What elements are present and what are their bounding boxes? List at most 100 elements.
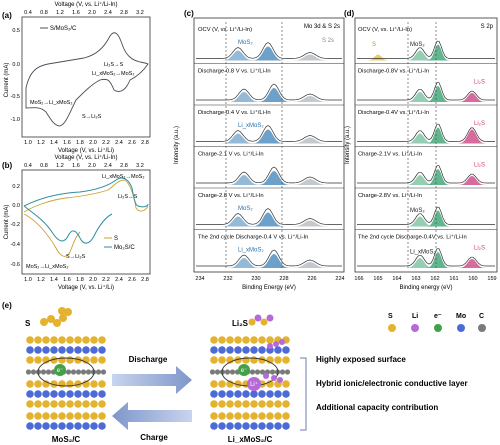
tick: 1.6 — [63, 140, 71, 146]
xps-c-row: OCV (V, vs. Li⁺/Li-In) MoS₂ S 2s — [196, 26, 342, 61]
s-atom — [218, 380, 226, 388]
s-atom — [58, 412, 66, 420]
tick: 2.0 — [89, 140, 97, 146]
xps-c-row: Charge-2.1 V vs. Li⁺/Li-In — [194, 146, 344, 185]
panel-e: (e) e⁻ S MoS₂/C Discharge Charge e⁻ Li⁺ L… — [2, 301, 486, 444]
species-label: MoS₂ — [410, 208, 425, 214]
fit-peak-s2s — [196, 220, 342, 227]
mo-atom — [34, 422, 42, 430]
tick: 2.6 — [128, 140, 136, 146]
mo-atom — [218, 422, 226, 430]
carbon-atom — [259, 369, 266, 375]
mo-atom — [42, 390, 50, 398]
species-label: Li₂S — [474, 80, 485, 86]
carbon-atom — [45, 369, 52, 375]
s-atom — [66, 356, 74, 364]
tick: 3.2 — [136, 163, 144, 169]
mo-atom — [274, 422, 282, 430]
s-atom — [74, 336, 82, 344]
s-atom — [90, 356, 98, 364]
tick: 3.2 — [136, 10, 144, 16]
mo-atom — [282, 390, 290, 398]
fit-peak-s2p12 — [357, 216, 495, 227]
atom-legend: S Li e⁻ Mo C — [388, 313, 486, 332]
fit-peak-s2p12 — [357, 133, 495, 144]
carbon-atom — [249, 369, 256, 375]
species-label: Li₂S — [474, 121, 485, 127]
mo-atom — [250, 422, 258, 430]
legend-label-c: C — [479, 313, 484, 320]
species-label: Li_xMoS₂ — [410, 250, 436, 256]
panel-d: (d) Intensity (a.u.) S 2p OCV (V, vs. Li… — [344, 9, 498, 291]
left-species-label: S — [25, 319, 31, 328]
mo-atom — [234, 422, 242, 430]
s-atom — [218, 356, 226, 364]
fit-peak-s2s — [196, 54, 342, 61]
carbon-atom — [209, 369, 216, 375]
s-atom — [26, 356, 34, 364]
tick: 159 — [487, 276, 496, 282]
spectrum-line — [357, 40, 495, 59]
s-atom — [242, 356, 250, 364]
s-atom — [282, 412, 290, 420]
annotation: MoS₂→Li_xMoS₂ — [30, 100, 72, 106]
mo-atom — [66, 346, 74, 354]
carbon-atom — [229, 369, 236, 375]
mo-atom — [234, 346, 242, 354]
row-label: The 2nd cycle Discharge-0.4V vs. Li⁺/Li-… — [358, 234, 467, 241]
mo-atom — [58, 390, 66, 398]
mo-atom — [82, 390, 90, 398]
s-atom — [74, 380, 82, 388]
s-atom — [218, 336, 226, 344]
s-atom — [90, 380, 98, 388]
carbon-atom — [70, 369, 77, 375]
mo-atom — [98, 346, 106, 354]
s-atom — [66, 336, 74, 344]
species-label: Li₂S — [474, 246, 485, 252]
panel-b-top-axis-label: Voltage (V, vs. Li⁺/Li-In) — [55, 154, 118, 161]
fit-peak-s2p12 — [357, 92, 495, 102]
annotation: Li₂S→S — [104, 62, 124, 68]
panel-a: (a) Voltage (V, vs. Li⁺/Li-In) 0.4 0.8 1… — [2, 1, 151, 154]
s-atom — [34, 336, 42, 344]
mo-atom — [266, 422, 274, 430]
tick: 0.2 — [12, 184, 20, 190]
species-label: Li_xMoS₂ — [238, 248, 264, 254]
panel-a-y-ticks: 0.5 0.0 -0.5 -1.0 — [11, 28, 20, 123]
spectrum-line — [357, 248, 495, 267]
xps-c-rows: OCV (V, vs. Li⁺/Li-In) MoS₂ S 2s Discharge-… — [194, 22, 344, 270]
s-atom — [26, 336, 34, 344]
s-atom — [58, 356, 66, 364]
mo-atom — [226, 346, 234, 354]
s-atom — [234, 380, 242, 388]
species-label: MoS₂ — [410, 42, 425, 48]
feature-1: Highly exposed surface — [316, 355, 406, 364]
s-atom — [218, 412, 226, 420]
s-atom — [226, 412, 234, 420]
mo-atom — [258, 422, 266, 430]
s-atom — [266, 412, 274, 420]
legend-dot-c — [478, 324, 486, 332]
s-atom — [250, 412, 258, 420]
fit-peak-s2s — [196, 262, 342, 268]
fit-peak-li2s — [357, 129, 495, 144]
panel-d-x-ticks: 166 165 164 163 162 161 160 159 — [354, 276, 496, 282]
carbon-atom — [100, 369, 107, 375]
mo-atom — [34, 346, 42, 354]
s-atom — [226, 336, 234, 344]
row-label: Charge-2.8V vs. Li⁺/Li-In — [358, 192, 422, 199]
species-label: Li₂S — [474, 163, 485, 169]
carbon-atom — [30, 369, 37, 375]
tick: 2.4 — [115, 140, 123, 146]
panel-b: (b) Voltage (V, vs. Li⁺/Li-In) 0.4 0.8 1… — [2, 154, 151, 291]
s-atom — [282, 356, 290, 364]
s-atom — [82, 380, 90, 388]
carbon-atom — [95, 369, 102, 375]
s-atom — [226, 380, 234, 388]
spectrum-line — [196, 83, 342, 101]
s-atom — [258, 412, 266, 420]
s-atom — [250, 356, 258, 364]
tick: -0.5 — [11, 94, 20, 100]
s-atom — [42, 380, 50, 388]
cv-curve-s-cathodic — [23, 213, 81, 257]
